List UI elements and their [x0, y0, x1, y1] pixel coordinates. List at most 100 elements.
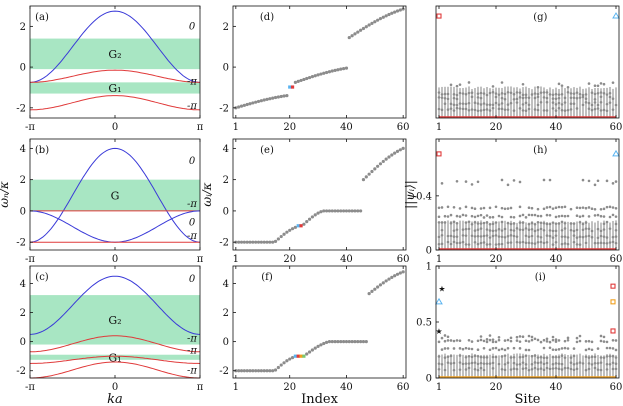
amplitude-point — [503, 348, 507, 352]
amplitude-point — [539, 100, 543, 104]
amplitude-point — [572, 362, 576, 366]
amplitude-point — [473, 367, 477, 371]
axes-frame-h — [435, 138, 620, 251]
eigen-point — [381, 15, 385, 19]
eigen-point — [251, 369, 255, 373]
x-tick-label: 20 — [490, 254, 503, 265]
amplitude-point — [476, 96, 480, 99]
amplitude-point — [572, 347, 576, 350]
band-gap-b-0 — [30, 179, 200, 211]
amplitude-point — [500, 206, 504, 210]
amplitude-spike — [581, 178, 585, 182]
amplitude-point — [524, 354, 528, 358]
amplitude-point — [509, 101, 513, 105]
amplitude-point — [503, 339, 507, 342]
amplitude-point — [581, 95, 585, 99]
eigen-point — [290, 227, 295, 231]
amplitude-point — [593, 101, 597, 104]
amplitude-point — [491, 367, 495, 370]
amplitude-point — [536, 108, 540, 112]
amplitude-point — [536, 228, 540, 232]
eigen-point — [251, 240, 255, 244]
eigen-point — [350, 34, 354, 38]
eigen-point — [393, 151, 397, 155]
amplitude-point — [458, 207, 462, 210]
eigen-point — [324, 340, 329, 344]
amplitude-point — [548, 367, 552, 371]
amplitude-point — [614, 362, 618, 366]
amplitude-spike — [440, 182, 444, 185]
eigen-point — [262, 240, 266, 244]
amplitude-point — [599, 229, 603, 233]
amplitude-point — [587, 339, 591, 343]
amplitude-point — [533, 361, 537, 364]
amplitude-point — [518, 214, 522, 218]
amplitude-point — [593, 366, 597, 370]
band-curve-a-1 — [29, 69, 201, 83]
amplitude-point — [572, 102, 576, 106]
eigen-point — [285, 359, 289, 363]
amplitude-point — [611, 108, 615, 111]
amplitude-point — [539, 340, 543, 344]
amplitude-point — [437, 96, 441, 99]
amplitude-point — [584, 241, 588, 245]
amplitude-point — [473, 221, 477, 224]
amplitude-point — [554, 109, 558, 112]
amplitude-point — [596, 347, 600, 350]
eigen-point — [353, 32, 357, 36]
y-tick-label: 2 — [223, 308, 229, 319]
edge-state-point — [299, 224, 303, 228]
amplitude-point — [548, 229, 552, 232]
x-tick-label: 60 — [397, 254, 410, 265]
x-tick-label: 0 — [112, 382, 118, 393]
amplitude-spike — [596, 84, 600, 88]
eigen-point — [273, 368, 278, 372]
amplitude-point — [518, 241, 522, 244]
amplitude-point — [494, 205, 498, 209]
amplitude-spike — [500, 178, 504, 182]
amplitude-point — [518, 228, 522, 231]
amplitude-point — [488, 91, 492, 95]
band-curve-c-2 — [29, 355, 201, 364]
x-tick-label: 20 — [283, 122, 296, 133]
amplitude-point — [449, 221, 453, 225]
x-tick-label: 40 — [550, 254, 563, 265]
eigen-point — [251, 101, 255, 105]
amplitude-point — [593, 92, 597, 96]
amplitude-point — [566, 108, 570, 112]
amplitude-point — [560, 228, 564, 232]
amplitude-point — [479, 355, 483, 359]
amplitude-spike — [467, 81, 471, 84]
amplitude-spike — [518, 335, 522, 338]
amplitude-point — [503, 227, 507, 231]
eigen-point — [237, 369, 241, 373]
amplitude-point — [437, 355, 441, 358]
amplitude-point — [506, 346, 510, 350]
amplitude-spike — [527, 334, 531, 338]
edge-marker: ★ — [438, 284, 445, 293]
eigen-point — [347, 209, 351, 213]
amplitude-point — [542, 109, 546, 112]
eigen-point — [282, 94, 286, 98]
amplitude-point — [458, 102, 462, 105]
amplitude-spike — [596, 179, 600, 183]
amplitude-point — [605, 368, 609, 371]
amplitude-spike — [515, 335, 519, 339]
eigen-point — [376, 18, 380, 22]
amplitude-point — [560, 347, 564, 350]
eigen-point — [239, 240, 244, 244]
amplitude-point — [458, 339, 462, 343]
amplitude-point — [446, 240, 450, 244]
amplitude-point — [590, 348, 594, 352]
amplitude-point — [557, 215, 561, 218]
amplitude-point — [494, 101, 498, 105]
amplitude-point — [446, 339, 450, 342]
amplitude-point — [584, 340, 588, 343]
amplitude-point — [566, 338, 570, 342]
amplitude-point — [470, 206, 474, 210]
eigen-point — [322, 71, 326, 75]
amplitude-point — [437, 206, 441, 210]
amplitude-point — [437, 107, 441, 111]
amplitude-point — [518, 91, 522, 94]
